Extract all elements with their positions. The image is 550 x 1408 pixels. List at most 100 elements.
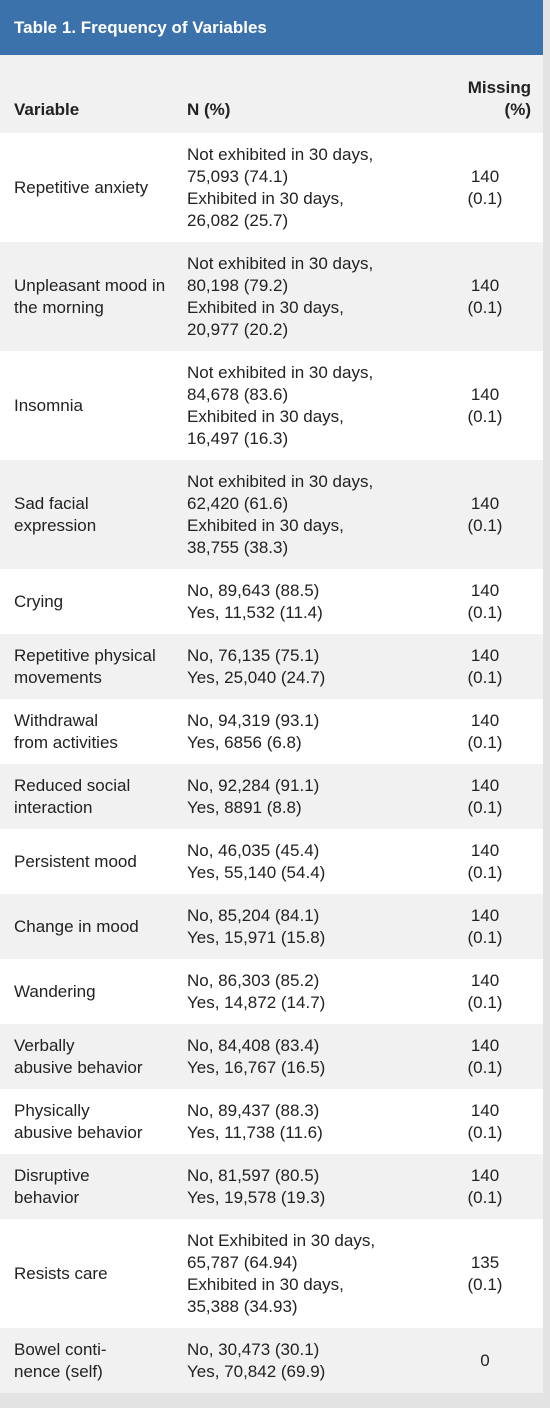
cell-line: Disruptive [14, 1166, 90, 1185]
count-cell: No, 81,597 (80.5) Yes, 19,578 (19.3) [187, 1165, 439, 1209]
cell-line: abusive behavior [14, 1058, 143, 1077]
table-row: Persistent mood No, 46,035 (45.4) Yes, 55,… [0, 829, 543, 894]
table-row: Sad facial expression Not exhibited in 30 … [0, 460, 543, 569]
variable-cell: Physically abusive behavior [0, 1100, 187, 1144]
table-row: Physically abusive behavior No, 89,437 (88… [0, 1089, 543, 1154]
variable-cell: Bowel conti-nence (self) [0, 1339, 187, 1383]
table-card: Table 1. Frequency of Variables Variable… [0, 0, 543, 1393]
cell-line: Yes, 11,532 (11.4) [187, 603, 323, 622]
cell-line: No, 76,135 (75.1) [187, 646, 320, 665]
header-row: Variable N (%) Missing (%) [0, 55, 543, 133]
cell-line: Yes, 55,140 (54.4) [187, 863, 326, 882]
cell-line: Physically [14, 1101, 90, 1120]
cell-line: No, 94,319 (93.1) [187, 711, 320, 730]
cell-line: (0.1) [467, 603, 503, 622]
table-row: Repetitive physical movements No, 76,135 (… [0, 634, 543, 699]
cell-line: 140 [470, 1101, 500, 1120]
cell-line: 35,388 (34.93) [187, 1297, 298, 1316]
cell-line: 140 [470, 711, 500, 730]
missing-cell: 140 (0.1) [439, 840, 543, 884]
cell-line: No, 84,408 (83.4) [187, 1036, 320, 1055]
missing-cell: 140 (0.1) [439, 275, 543, 319]
cell-line: Yes, 25,040 (24.7) [187, 668, 326, 687]
missing-cell: 140 (0.1) [439, 970, 543, 1014]
cell-line: Not exhibited in 30 days, [187, 363, 374, 382]
cell-line: 140 [470, 841, 500, 860]
cell-line: Wandering [14, 982, 96, 1001]
cell-line: nence (self) [14, 1362, 103, 1381]
cell-line: No, 46,035 (45.4) [187, 841, 320, 860]
variable-cell: Change in mood [0, 916, 187, 938]
cell-line: Crying [14, 592, 64, 611]
variable-cell: Insomnia [0, 395, 187, 417]
table-title: Table 1. Frequency of Variables [0, 0, 543, 55]
cell-line: (0.1) [467, 1123, 503, 1142]
missing-cell: 140 (0.1) [439, 493, 543, 537]
cell-line: Verbally [14, 1036, 75, 1055]
variable-cell: Disruptive behavior [0, 1165, 187, 1209]
table-row: Crying No, 89,643 (88.5) Yes, 11,532 (11.4… [0, 569, 543, 634]
cell-line: 20,977 (20.2) [187, 320, 289, 339]
count-cell: Not exhibited in 30 days, 75,093 (74.1) Ex… [187, 144, 439, 232]
variable-cell: Persistent mood [0, 851, 187, 873]
variable-cell: Repetitive anxiety [0, 177, 187, 199]
count-cell: N (%) [187, 99, 439, 121]
cell-line: (0.1) [467, 1188, 503, 1207]
missing-cell: 140 (0.1) [439, 1035, 543, 1079]
count-cell: No, 46,035 (45.4) Yes, 55,140 (54.4) [187, 840, 439, 884]
cell-line: from activities [14, 733, 118, 752]
count-cell: Not exhibited in 30 days, 62,420 (61.6) Ex… [187, 471, 439, 559]
count-cell: No, 92,284 (91.1) Yes, 8891 (8.8) [187, 775, 439, 819]
missing-cell: 140 (0.1) [439, 384, 543, 428]
table-row: Wandering No, 86,303 (85.2) Yes, 14,872 (1… [0, 959, 543, 1024]
cell-line: Bowel conti- [14, 1340, 107, 1359]
missing-cell: 140 (0.1) [439, 1100, 543, 1144]
cell-line: 140 [470, 906, 500, 925]
cell-line: Resists care [14, 1264, 108, 1283]
variable-cell: Repetitive physical movements [0, 645, 187, 689]
cell-line: (0.1) [467, 993, 503, 1012]
cell-line: Exhibited in 30 days, [187, 298, 344, 317]
table: Variable N (%) Missing (%) Repetitive anxiet… [0, 55, 543, 1393]
count-cell: No, 30,473 (30.1) Yes, 70,842 (69.9) [187, 1339, 439, 1383]
cell-line: Change in mood [14, 917, 139, 936]
cell-line: 62,420 (61.6) [187, 494, 289, 513]
cell-line: 38,755 (38.3) [187, 538, 289, 557]
cell-line: Exhibited in 30 days, [187, 189, 344, 208]
cell-line: 140 [470, 646, 500, 665]
cell-line: Repetitive physical [14, 646, 156, 665]
variable-cell: Wandering [0, 981, 187, 1003]
table-row: Reduced social interaction No, 92,284 (91.… [0, 764, 543, 829]
cell-line: (0.1) [467, 668, 503, 687]
cell-line: (0.1) [467, 733, 503, 752]
cell-line: Repetitive anxiety [14, 178, 149, 197]
count-cell: No, 94,319 (93.1) Yes, 6856 (6.8) [187, 710, 439, 754]
cell-line: 140 [470, 776, 500, 795]
cell-line: 0 [480, 1351, 490, 1370]
cell-line: (0.1) [467, 798, 503, 817]
cell-line: No, 86,303 (85.2) [187, 971, 320, 990]
cell-line: the morning [14, 298, 104, 317]
cell-line: (0.1) [467, 298, 503, 317]
count-cell: No, 89,437 (88.3) Yes, 11,738 (11.6) [187, 1100, 439, 1144]
cell-line: Unpleasant mood in [14, 276, 166, 295]
cell-line: Exhibited in 30 days, [187, 1275, 344, 1294]
cell-line: 140 [470, 385, 500, 404]
cell-line: 75,093 (74.1) [187, 167, 289, 186]
cell-line: 26,082 (25.7) [187, 211, 289, 230]
cell-line: No, 92,284 (91.1) [187, 776, 320, 795]
missing-cell: 140 (0.1) [439, 580, 543, 624]
missing-cell: 135 (0.1) [439, 1252, 543, 1296]
count-cell: No, 84,408 (83.4) Yes, 16,767 (16.5) [187, 1035, 439, 1079]
cell-line: (0.1) [467, 928, 503, 947]
count-cell: No, 86,303 (85.2) Yes, 14,872 (14.7) [187, 970, 439, 1014]
cell-line: Sad facial [14, 494, 89, 513]
cell-line: movements [14, 668, 102, 687]
cell-line: 140 [470, 276, 500, 295]
cell-line: Withdrawal [14, 711, 99, 730]
table-row: Unpleasant mood in the morning Not exhibit… [0, 242, 543, 351]
missing-cell: 140 (0.1) [439, 1165, 543, 1209]
cell-line: 140 [470, 494, 500, 513]
cell-line: interaction [14, 798, 93, 817]
count-cell: No, 89,643 (88.5) Yes, 11,532 (11.4) [187, 580, 439, 624]
